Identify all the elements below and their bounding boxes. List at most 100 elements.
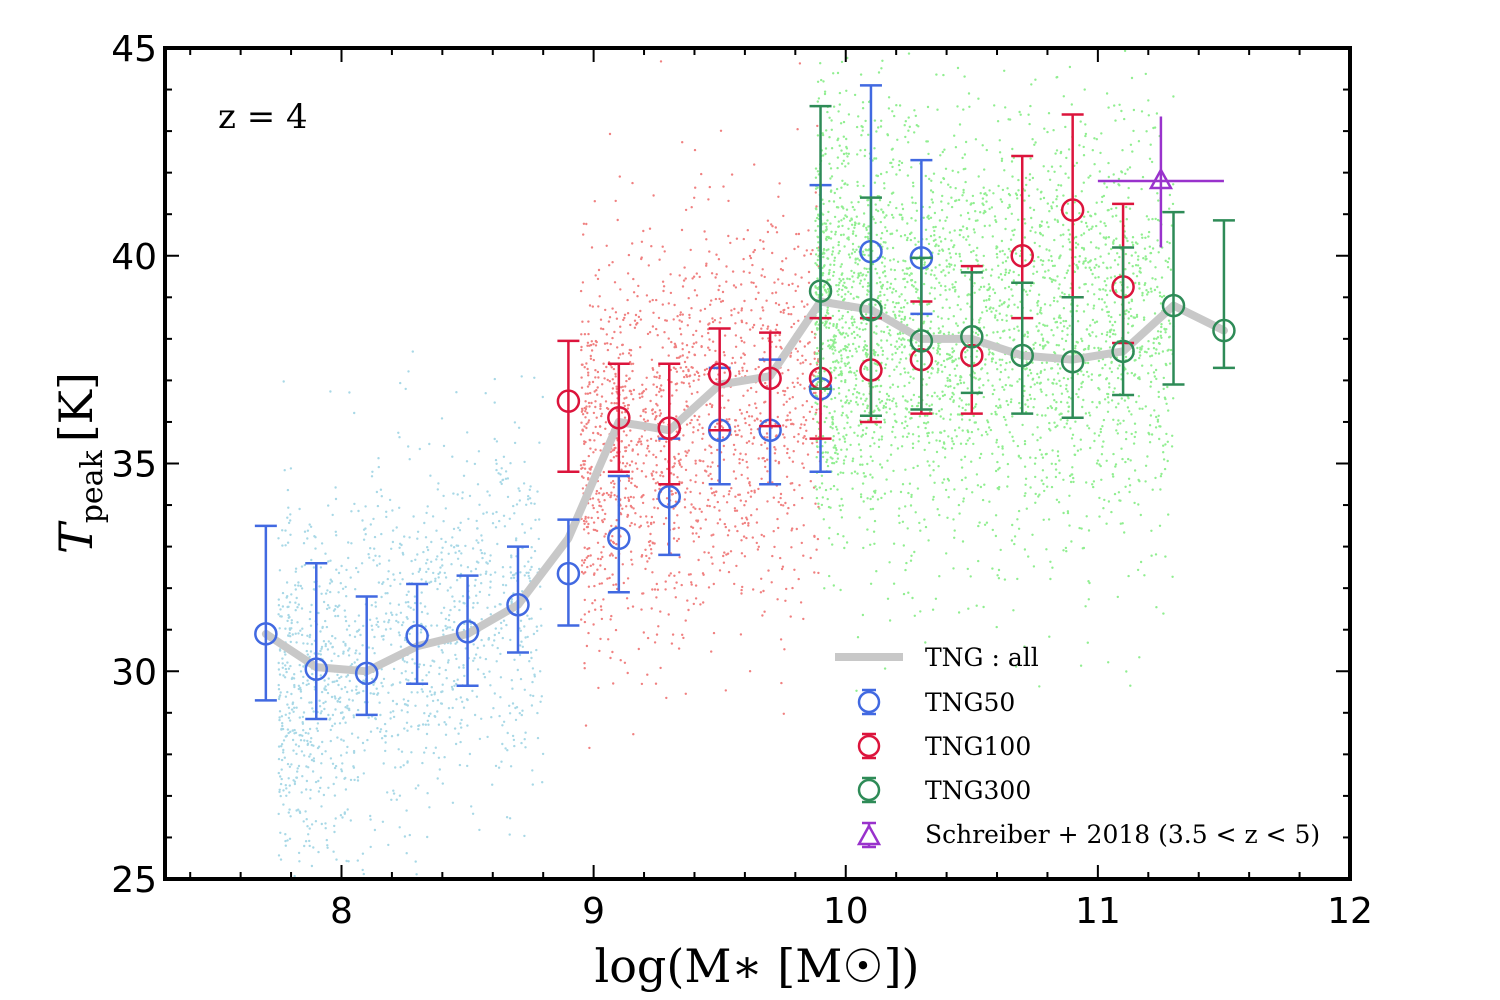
- galaxy-point: [857, 200, 860, 204]
- galaxy-point: [281, 544, 284, 547]
- galaxy-point: [344, 585, 347, 589]
- galaxy-point: [949, 413, 953, 416]
- galaxy-point: [583, 366, 586, 369]
- galaxy-point: [724, 689, 727, 692]
- galaxy-point: [626, 407, 630, 410]
- galaxy-point: [478, 828, 481, 832]
- galaxy-point: [495, 462, 498, 465]
- galaxy-point: [860, 455, 863, 458]
- galaxy-point: [1080, 527, 1083, 530]
- galaxy-point: [508, 833, 511, 836]
- galaxy-point: [314, 820, 318, 823]
- galaxy-point: [471, 606, 475, 609]
- galaxy-point: [978, 521, 981, 524]
- galaxy-point: [1016, 518, 1019, 521]
- galaxy-point: [485, 561, 488, 564]
- galaxy-point: [979, 317, 982, 320]
- galaxy-point: [310, 823, 314, 826]
- galaxy-point: [830, 416, 834, 419]
- galaxy-point: [762, 309, 765, 312]
- galaxy-point: [521, 523, 524, 526]
- galaxy-point: [756, 548, 760, 551]
- galaxy-point: [776, 517, 779, 521]
- galaxy-point: [828, 271, 831, 274]
- galaxy-point: [580, 348, 583, 352]
- galaxy-point: [932, 469, 935, 472]
- galaxy-point: [416, 530, 420, 533]
- galaxy-point: [277, 745, 281, 748]
- galaxy-point: [748, 404, 751, 407]
- galaxy-point: [667, 302, 670, 305]
- galaxy-point: [426, 548, 430, 552]
- galaxy-point: [363, 749, 366, 752]
- galaxy-point: [792, 322, 796, 326]
- galaxy-point: [1034, 141, 1037, 144]
- galaxy-point: [476, 601, 479, 605]
- galaxy-point: [848, 256, 852, 259]
- galaxy-point: [471, 547, 475, 550]
- galaxy-point: [404, 670, 407, 673]
- galaxy-point: [288, 601, 292, 604]
- galaxy-point: [581, 413, 585, 416]
- galaxy-point: [747, 491, 750, 494]
- galaxy-point: [753, 344, 756, 347]
- galaxy-point: [394, 766, 397, 769]
- galaxy-point: [336, 614, 340, 618]
- galaxy-point: [939, 330, 942, 333]
- galaxy-point: [814, 262, 817, 265]
- galaxy-point: [1161, 350, 1165, 353]
- galaxy-point: [373, 828, 377, 832]
- galaxy-point: [742, 257, 745, 261]
- galaxy-point: [737, 370, 741, 373]
- galaxy-point: [651, 367, 654, 370]
- galaxy-point: [332, 609, 336, 612]
- galaxy-point: [960, 478, 964, 482]
- galaxy-point: [718, 297, 721, 301]
- galaxy-point: [331, 680, 334, 684]
- galaxy-point: [884, 226, 887, 229]
- galaxy-point: [700, 510, 703, 513]
- galaxy-point: [593, 200, 596, 203]
- galaxy-point: [286, 595, 289, 598]
- galaxy-point: [697, 535, 701, 539]
- galaxy-point: [1141, 407, 1144, 410]
- galaxy-point: [623, 397, 626, 400]
- galaxy-point: [1111, 215, 1114, 218]
- galaxy-point: [398, 634, 401, 637]
- galaxy-point: [344, 776, 347, 780]
- galaxy-point: [510, 554, 513, 557]
- galaxy-point: [793, 568, 796, 571]
- galaxy-point: [455, 579, 459, 582]
- galaxy-point: [689, 479, 692, 482]
- galaxy-point: [593, 439, 596, 442]
- galaxy-point: [620, 440, 623, 443]
- galaxy-point: [1136, 346, 1139, 350]
- galaxy-point: [604, 427, 607, 430]
- galaxy-point: [639, 414, 642, 418]
- galaxy-point: [709, 445, 713, 449]
- galaxy-point: [997, 184, 1000, 188]
- galaxy-point: [672, 366, 676, 369]
- galaxy-point: [846, 421, 849, 424]
- galaxy-point: [285, 787, 288, 790]
- galaxy-point: [864, 119, 867, 123]
- galaxy-point: [770, 581, 773, 584]
- galaxy-point: [461, 497, 464, 500]
- galaxy-point: [658, 409, 662, 412]
- galaxy-point: [803, 305, 806, 308]
- galaxy-point: [705, 367, 709, 371]
- galaxy-point: [362, 679, 365, 682]
- galaxy-point: [651, 588, 654, 591]
- galaxy-point: [473, 657, 476, 660]
- galaxy-point: [325, 625, 329, 629]
- galaxy-point: [621, 389, 625, 392]
- galaxy-point: [599, 505, 603, 508]
- galaxy-point: [431, 659, 434, 662]
- galaxy-point: [310, 758, 314, 762]
- galaxy-point: [1005, 314, 1008, 317]
- galaxy-point: [1084, 123, 1087, 126]
- galaxy-point: [785, 400, 788, 403]
- galaxy-point: [810, 330, 814, 334]
- galaxy-point: [526, 614, 529, 617]
- galaxy-point: [699, 309, 702, 312]
